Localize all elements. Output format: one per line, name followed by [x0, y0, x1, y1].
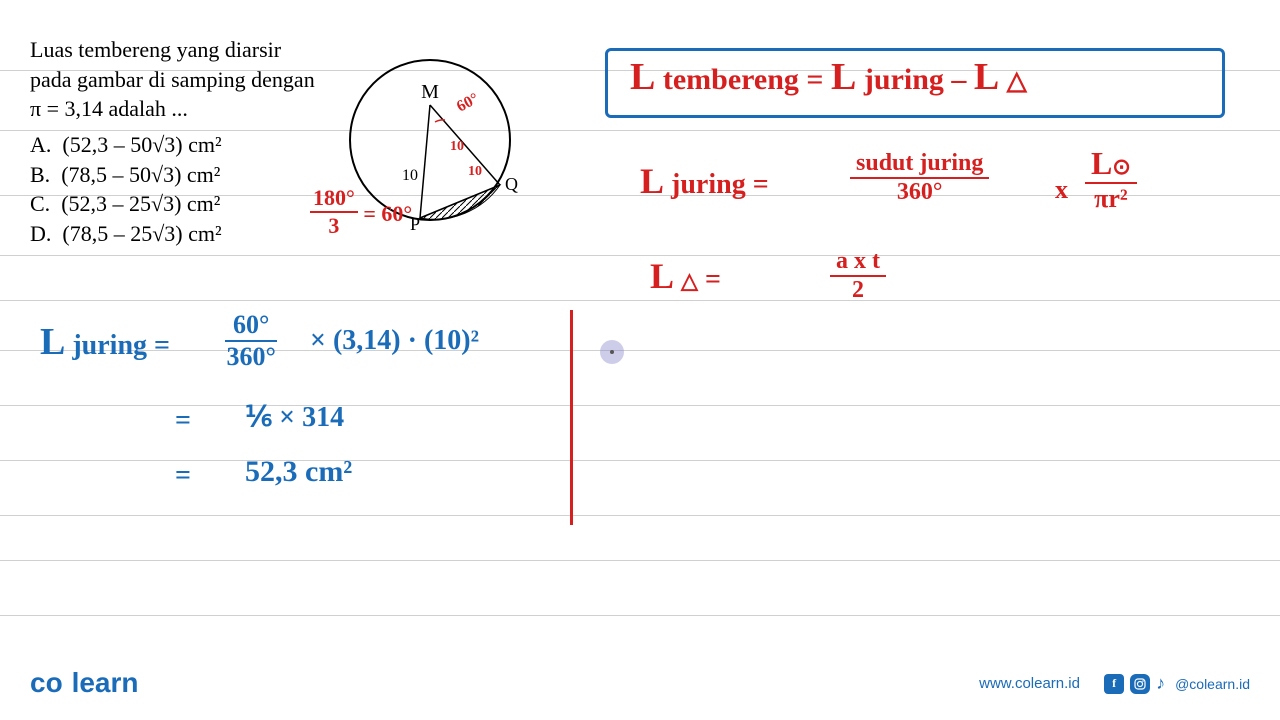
calc-line3-eq: =: [175, 460, 191, 492]
cursor-indicator: [600, 340, 624, 364]
option-a: A. (52,3 – 50√3) cm²: [30, 130, 222, 160]
social-handle: @colearn.id: [1175, 676, 1250, 692]
formula-juring-times: x: [1055, 175, 1068, 205]
svg-text:10: 10: [468, 164, 482, 179]
option-d: D. (78,5 – 25√3) cm²: [30, 219, 222, 249]
option-b: B. (78,5 – 50√3) cm²: [30, 160, 222, 190]
option-c: C. (52,3 – 25√3) cm²: [30, 189, 222, 219]
formula-triangle: L △ =: [650, 255, 721, 297]
footer: co learn www.colearn.id f ♪ @colearn.id: [0, 660, 1280, 700]
formula-juring-lo: L⊙ πr²: [1085, 145, 1137, 214]
footer-social: f ♪ @colearn.id: [1104, 673, 1250, 694]
question-text: Luas tembereng yang diarsir pada gambar …: [30, 35, 320, 124]
calc-line2: ⅙ × 314: [245, 400, 344, 434]
svg-text:10: 10: [402, 167, 418, 184]
formula-triangle-fraction: a x t 2: [830, 248, 886, 304]
svg-text:M: M: [421, 81, 439, 103]
calc-juring-rest: × (3,14) · (10)²: [310, 325, 479, 357]
calc-line2-eq: =: [175, 405, 191, 437]
svg-text:10: 10: [450, 139, 464, 154]
angle-calc-annotation: 180° 3 = 60°: [310, 185, 412, 239]
calc-juring-line1: L juring =: [40, 320, 170, 364]
svg-text:60°: 60°: [454, 90, 482, 116]
footer-url: www.colearn.id: [979, 675, 1080, 692]
svg-text:Q: Q: [505, 174, 518, 194]
calc-line3: 52,3 cm²: [245, 455, 352, 489]
vertical-divider: [570, 310, 573, 525]
formula-juring: L juring =: [640, 160, 769, 202]
formula-tembereng: L tembereng = L juring – L △: [630, 55, 1027, 99]
answer-options: A. (52,3 – 50√3) cm² B. (78,5 – 50√3) cm…: [30, 130, 222, 249]
brand-logo: co learn: [30, 663, 139, 700]
tiktok-icon: ♪: [1156, 673, 1165, 694]
instagram-icon: [1130, 674, 1150, 694]
formula-juring-fraction: sudut juring 360°: [850, 150, 989, 206]
facebook-icon: f: [1104, 674, 1124, 694]
calc-juring-fraction: 60° 360°: [225, 310, 277, 372]
